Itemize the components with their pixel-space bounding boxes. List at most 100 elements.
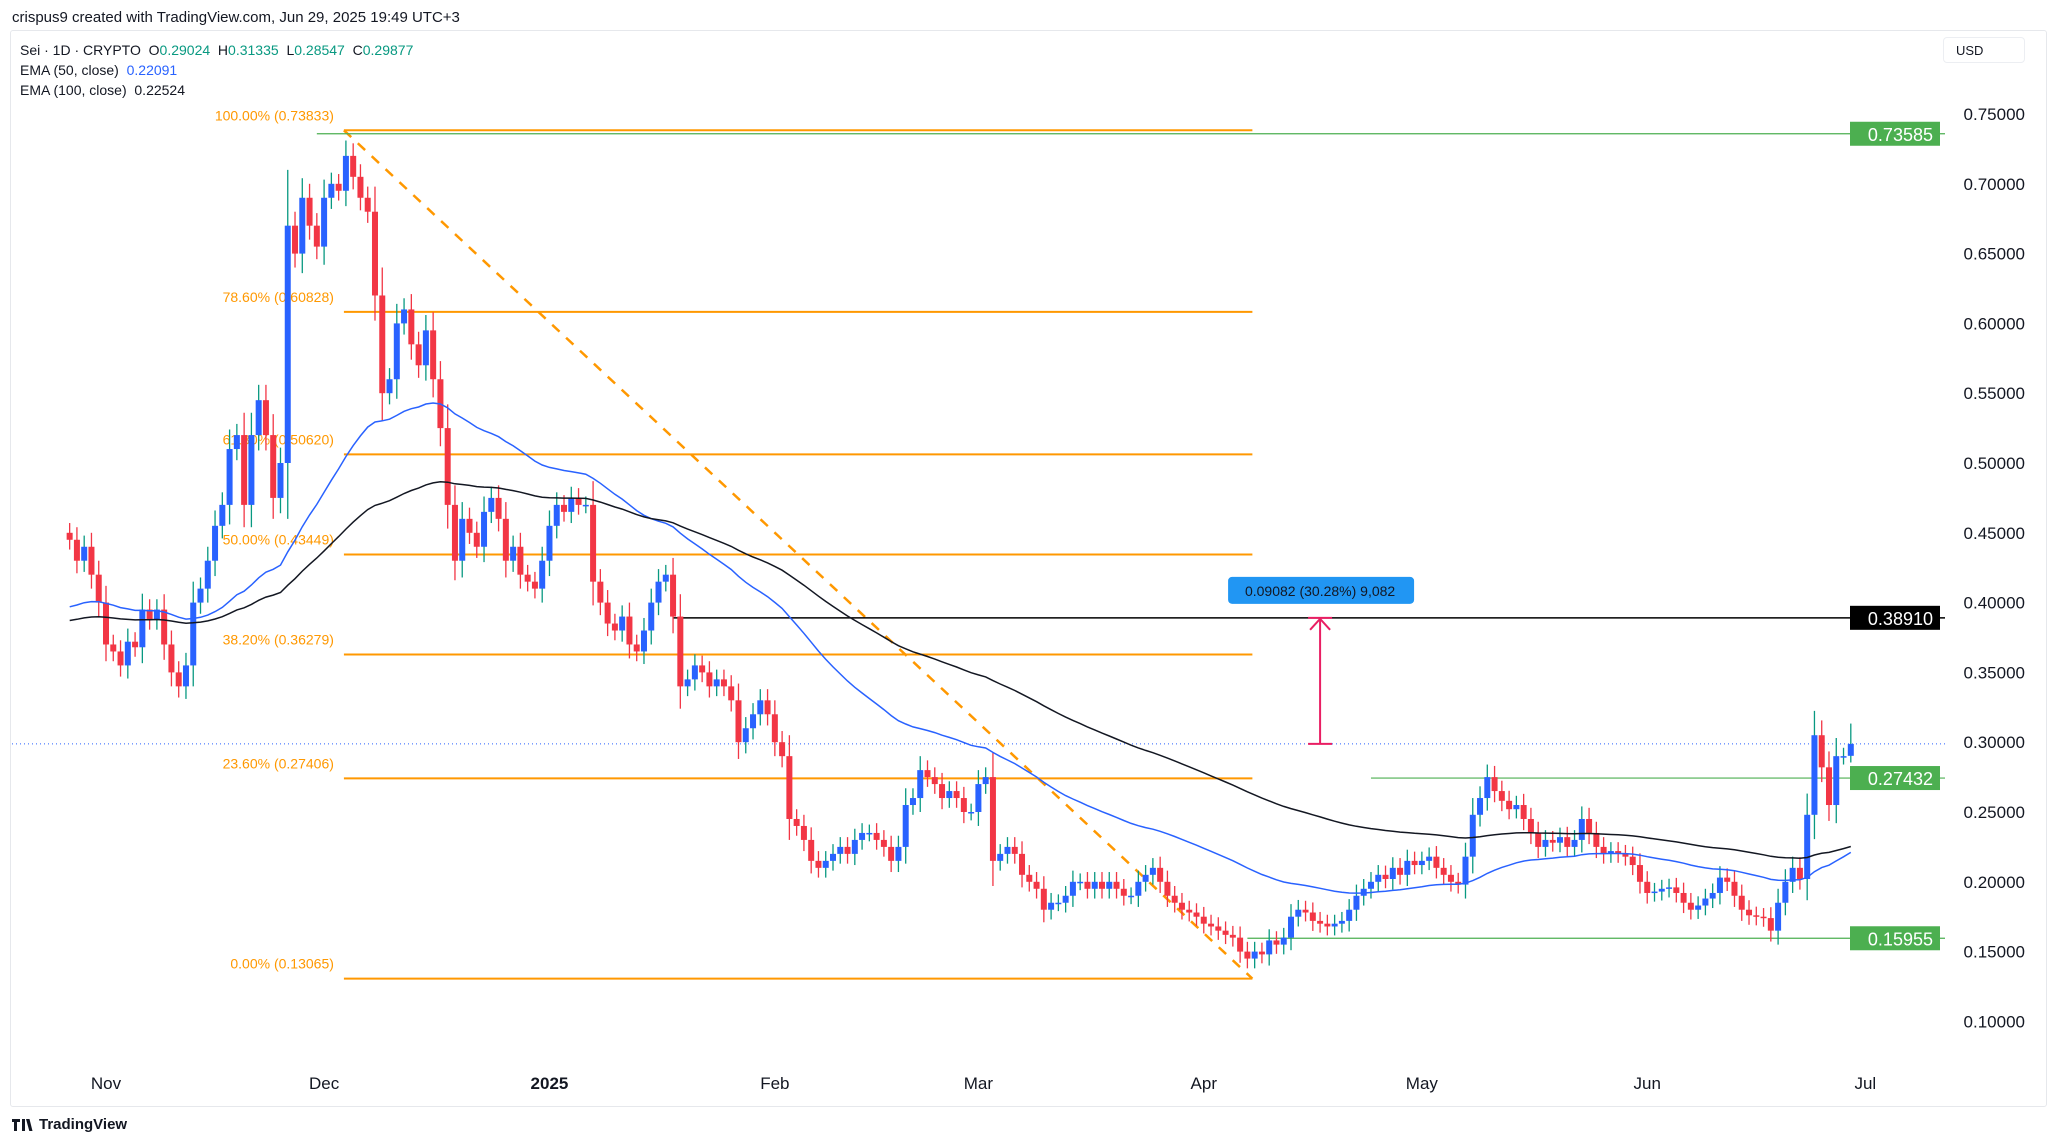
candle-up — [1295, 909, 1302, 917]
candle-down — [313, 225, 320, 247]
candle-down — [1258, 951, 1265, 955]
candle-down — [670, 574, 677, 617]
candle-down — [1120, 888, 1127, 896]
candle-up — [182, 665, 189, 687]
candle-up — [859, 832, 866, 840]
chart-panel[interactable] — [10, 30, 2047, 1107]
price-badge-label: 0.27432 — [1868, 769, 1933, 789]
candle-up — [750, 714, 757, 729]
candle-down — [1164, 881, 1171, 896]
ema100-row[interactable]: EMA (100, close) 0.22524 — [20, 80, 413, 100]
candle-down — [888, 846, 895, 861]
candle-up — [342, 155, 349, 191]
y-tick-label: 0.35000 — [1964, 663, 2025, 682]
candle-up — [1811, 735, 1818, 815]
footer-brand: TradingView — [12, 1116, 127, 1133]
candle-down — [1455, 881, 1462, 885]
candle-up — [81, 546, 88, 561]
candle-up — [153, 609, 160, 620]
candle-down — [924, 770, 931, 778]
candle-down — [1324, 923, 1331, 927]
candle-up — [582, 504, 589, 507]
fib-level-label: 23.60% (0.27406) — [223, 755, 334, 771]
candle-up — [1055, 902, 1062, 905]
candle-up — [1804, 814, 1811, 880]
candle-down — [1244, 951, 1251, 959]
ema50-row[interactable]: EMA (50, close) 0.22091 — [20, 60, 413, 80]
fib-level-label: 0.00% (0.13065) — [230, 956, 334, 972]
candle-up — [917, 770, 924, 799]
candle-down — [473, 532, 480, 547]
candle-down — [1549, 839, 1556, 843]
candle-up — [1789, 867, 1796, 882]
candle-down — [779, 742, 786, 757]
candle-down — [1506, 800, 1513, 810]
candle-down — [1687, 902, 1694, 910]
x-tick-label: Feb — [760, 1074, 789, 1093]
fib-level-label: 78.60% (0.60828) — [223, 289, 334, 305]
candle-up — [1142, 874, 1149, 882]
candle-down — [1171, 895, 1178, 903]
candle-down — [66, 532, 73, 540]
candle-up — [1106, 881, 1113, 889]
candle-up — [1069, 881, 1076, 896]
candle-down — [1564, 837, 1571, 847]
candle-up — [1426, 856, 1433, 861]
candle-up — [1542, 839, 1549, 847]
candle-down — [1796, 867, 1803, 880]
candle-up — [1048, 902, 1055, 910]
candle-up — [321, 197, 328, 247]
ema-50-line — [69, 402, 1852, 894]
tradingview-logo-icon — [12, 1118, 33, 1131]
candle-up — [1716, 877, 1723, 893]
candle-up — [1346, 909, 1353, 921]
candle-down — [531, 581, 538, 589]
candle-up — [1702, 898, 1709, 906]
price-badge — [1850, 121, 1940, 146]
y-tick-label: 0.20000 — [1964, 873, 2025, 892]
candle-down — [1084, 881, 1091, 889]
candle-up — [1695, 905, 1702, 910]
candle-down — [1636, 865, 1643, 882]
currency-button[interactable]: USD — [1943, 37, 2025, 63]
price-badge — [1850, 766, 1940, 791]
ema-100-line — [69, 481, 1852, 860]
symbol-label[interactable]: Sei · 1D · CRYPTO — [20, 42, 141, 58]
candle-up — [233, 435, 240, 450]
y-tick-label: 0.45000 — [1964, 524, 2025, 543]
candle-down — [1498, 791, 1505, 801]
ema50-label: EMA (50, close) — [20, 62, 119, 78]
candle-up — [1775, 902, 1782, 931]
candle-down — [430, 330, 437, 380]
candle-down — [517, 546, 524, 575]
candle-up — [1004, 846, 1011, 854]
candle-down — [1760, 916, 1767, 919]
candle-down — [1019, 853, 1026, 875]
candle-up — [1484, 777, 1491, 799]
x-tick-label: Jun — [1634, 1074, 1661, 1093]
y-tick-label: 0.70000 — [1964, 175, 2025, 194]
close-value: 0.29877 — [362, 42, 414, 58]
candle-down — [844, 846, 851, 854]
candle-down — [292, 225, 299, 254]
x-tick-label: May — [1406, 1074, 1439, 1093]
candle-down — [1644, 881, 1651, 893]
candle-down — [808, 839, 815, 861]
candle-down — [1200, 916, 1207, 924]
candle-up — [1280, 937, 1287, 945]
y-tick-label: 0.15000 — [1964, 943, 2025, 962]
candle-up — [1651, 891, 1658, 894]
candle-down — [132, 641, 139, 648]
candle-down — [1113, 881, 1120, 889]
candle-up — [393, 323, 400, 380]
candle-down — [1215, 926, 1222, 931]
candle-down — [1157, 867, 1164, 882]
fib-level-label: 50.00% (0.43449) — [223, 531, 334, 547]
candle-up — [851, 839, 858, 854]
y-tick-label: 0.25000 — [1964, 803, 2025, 822]
candle-down — [1026, 874, 1033, 882]
high-value: 0.31335 — [228, 42, 279, 58]
candle-up — [553, 504, 560, 526]
candle-down — [590, 504, 597, 582]
